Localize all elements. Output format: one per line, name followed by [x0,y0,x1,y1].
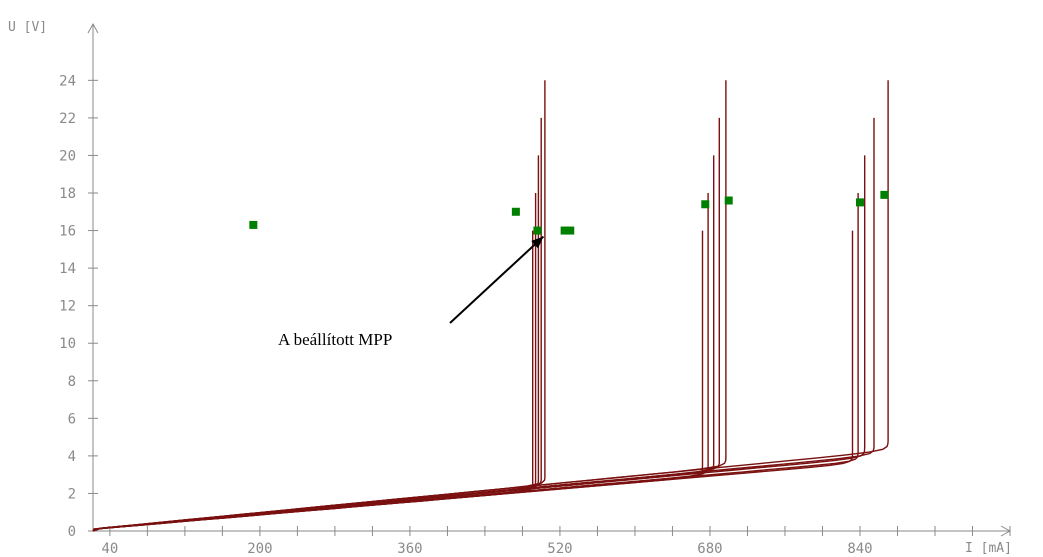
y-tick-label: 8 [68,374,76,390]
iv-curve [92,230,534,532]
mpp-point [880,190,889,199]
iv-curves [92,80,889,532]
mpp-annotation: A beállított MPP [278,235,545,349]
iv-curve [92,193,537,532]
y-tick-label: 6 [68,411,76,427]
iv-curve [92,80,889,532]
mpp-point [511,207,520,216]
y-tick-label: 16 [59,224,76,240]
iv-curve [92,155,715,532]
mpp-point [533,226,542,235]
y-tick-label: 4 [68,449,76,465]
y-tick-label: 0 [68,524,76,540]
axes: U [V] I [mA] [8,20,1012,556]
y-tick-label: 24 [59,73,76,89]
iv-curve [92,117,875,532]
x-tick-label: 680 [697,541,722,557]
y-tick-label: 14 [59,261,76,277]
iv-curve [92,80,546,532]
mpp-point [249,220,258,229]
mpp-point [855,198,864,207]
y-tick-label: 18 [59,186,76,202]
annotation-label: A beállított MPP [278,330,392,349]
iv-curve [92,230,854,532]
mpp-point [724,196,733,205]
iv-curve [92,193,859,532]
y-tick-label: 22 [59,111,76,127]
x-tick-label: 520 [547,541,572,557]
iv-curve [92,155,540,532]
iv-curve [92,117,542,532]
x-tick-label: 200 [247,541,272,557]
x-ticks: 40 200 360 520 680 840 [101,526,1011,557]
y-tick-label: 20 [59,148,76,164]
annotation-arrow-head [531,236,544,249]
y-axis-arrow [87,22,99,34]
x-tick-label: 840 [847,541,872,557]
x-tick-label: 40 [101,541,118,557]
mpp-point [701,200,710,209]
x-axis-title: I [mA] [965,541,1012,556]
y-axis-title: U [V] [8,20,47,35]
mpp-point [560,226,569,235]
x-tick-label: 360 [397,541,422,557]
y-tick-label: 10 [59,336,76,352]
iv-curve [92,230,704,532]
iv-curve [92,117,720,532]
annotation-arrow-line [449,235,545,324]
iv-curve [92,155,866,532]
mpp-point [566,226,575,235]
y-tick-label: 2 [68,486,76,502]
mpp-points [249,190,889,235]
iv-curve [92,80,727,532]
y-tick-label: 12 [59,299,76,315]
